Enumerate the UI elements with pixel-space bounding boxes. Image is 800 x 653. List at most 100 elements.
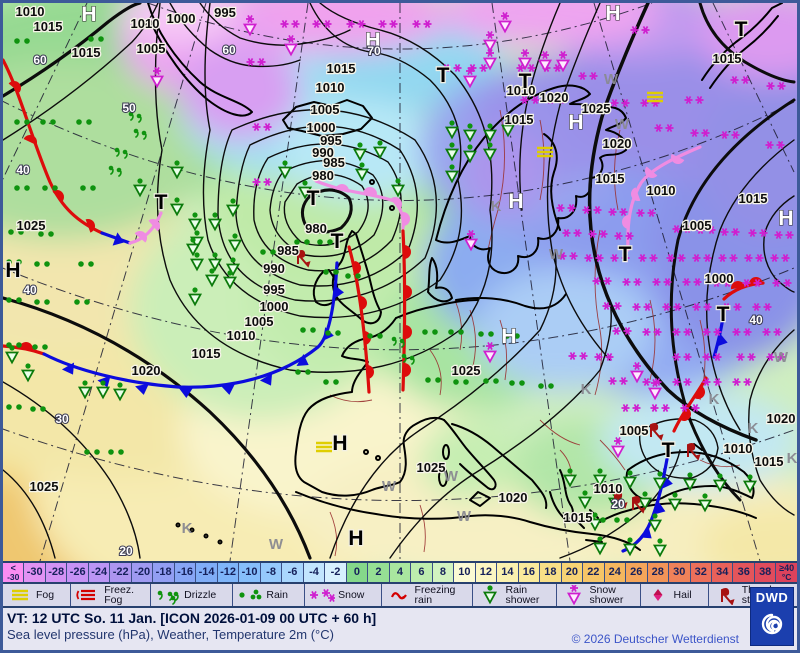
airmass-label-W: W bbox=[604, 71, 619, 88]
isobar-label: 995 bbox=[263, 282, 285, 297]
wx-symbol-rs bbox=[4, 345, 20, 365]
wx-symbol-r2 bbox=[483, 378, 499, 384]
isobar-label: 1005 bbox=[311, 102, 340, 117]
wx-symbol-sn bbox=[312, 19, 332, 29]
wx-symbol-sn bbox=[690, 128, 710, 138]
pressure-center-H: H bbox=[605, 3, 620, 25]
wx-symbol-th bbox=[632, 496, 646, 514]
graticule-label: 70 bbox=[367, 44, 381, 58]
wx-symbol-fg bbox=[647, 91, 663, 103]
legend-item-label: Freez. Fog bbox=[104, 583, 134, 606]
wx-symbol-sn bbox=[772, 278, 792, 288]
isobar-label: 1020 bbox=[603, 136, 632, 151]
isobar-label: 1010 bbox=[724, 441, 753, 456]
wx-symbol-rs bbox=[204, 268, 220, 288]
wx-symbol-sn bbox=[584, 253, 604, 263]
wx-symbol-rs bbox=[562, 468, 578, 488]
isobar-label: 1015 bbox=[713, 51, 742, 66]
isobar-label: 1010 bbox=[647, 183, 676, 198]
wx-symbol-r2 bbox=[325, 330, 341, 336]
wx-symbol-dz bbox=[128, 111, 142, 124]
isobar-label: 1005 bbox=[245, 314, 274, 329]
wx-symbol-sn bbox=[672, 352, 692, 362]
wx-symbol-rs bbox=[277, 160, 293, 180]
scale-cell: -2 bbox=[325, 563, 347, 582]
footer: VT: 12 UTC So. 11 Jan. [ICON 2026-01-09 … bbox=[3, 608, 797, 650]
wx-symbol-rs bbox=[112, 382, 128, 402]
scale-cell: -30 bbox=[24, 563, 46, 582]
wx-symbol-sn bbox=[744, 253, 764, 263]
wx-symbol-r2 bbox=[614, 517, 630, 523]
wx-symbol-sn bbox=[588, 229, 608, 239]
isobar-label: 1000 bbox=[260, 299, 289, 314]
isobar-label: 1000 bbox=[307, 120, 336, 135]
scale-cell: 0 bbox=[346, 563, 369, 582]
wx-symbol-r2 bbox=[40, 119, 56, 125]
wx-symbol-sn bbox=[766, 352, 786, 362]
wx-symbol-sn bbox=[442, 63, 462, 73]
wx-symbol-ss bbox=[482, 48, 498, 71]
wx-symbol-rs bbox=[207, 252, 223, 272]
wx-symbol-r2 bbox=[108, 449, 124, 455]
wx-symbol-sn bbox=[621, 403, 641, 413]
pressure-center-T: T bbox=[155, 191, 168, 214]
wx-symbol-sn bbox=[672, 224, 692, 234]
wx-symbol-sn bbox=[762, 327, 782, 337]
wx-symbol-ss bbox=[610, 436, 626, 459]
legend-item-fog: Fog bbox=[3, 584, 72, 606]
isobar-label: 1005 bbox=[683, 218, 712, 233]
scale-cell: 22 bbox=[583, 563, 605, 582]
isobar-label: 1025 bbox=[17, 218, 46, 233]
wx-symbol-sn bbox=[562, 228, 582, 238]
airmass-label-K: K bbox=[787, 450, 797, 467]
wx-symbol-r2 bbox=[78, 261, 94, 267]
fzfog-icon bbox=[76, 589, 96, 601]
wx-symbol-rs bbox=[185, 237, 201, 257]
wx-symbol-rs bbox=[462, 144, 478, 164]
airmass-label-K: K bbox=[491, 198, 502, 215]
wx-symbol-ss bbox=[482, 341, 498, 364]
wx-symbol-r2 bbox=[323, 269, 339, 275]
isobar-label: 980 bbox=[312, 168, 334, 183]
wx-symbol-r2 bbox=[14, 119, 30, 125]
wx-symbol-rs bbox=[187, 212, 203, 232]
wx-symbol-sn bbox=[732, 377, 752, 387]
wx-symbol-rs bbox=[225, 257, 241, 277]
wx-symbol-r2 bbox=[478, 331, 494, 337]
graticule-label: 60 bbox=[33, 53, 47, 67]
isobar-label: 1015 bbox=[505, 112, 534, 127]
graticule-label: 20 bbox=[611, 497, 625, 511]
wx-symbol-sn bbox=[730, 75, 750, 85]
scale-cell: -16 bbox=[174, 563, 197, 582]
wx-symbol-ss bbox=[462, 66, 478, 89]
isobar-label: 990 bbox=[263, 261, 285, 276]
pressure-center-T: T bbox=[307, 187, 320, 210]
wx-symbol-dz bbox=[114, 147, 128, 160]
isobar-label: 1020 bbox=[540, 90, 569, 105]
weather-symbol-legend: Fog Freez. Fog Drizzle Rain Snow Freezing rai… bbox=[3, 584, 797, 608]
wx-symbol-rs bbox=[95, 380, 111, 400]
wx-symbol-sn bbox=[692, 253, 712, 263]
wx-symbol-sn bbox=[654, 123, 674, 133]
pressure-center-T: T bbox=[519, 70, 532, 93]
wx-symbol-r2 bbox=[6, 259, 22, 265]
scale-cell: 10 bbox=[454, 563, 476, 582]
fzra-icon bbox=[390, 592, 407, 600]
scale-cell: 24 bbox=[604, 563, 627, 582]
scale-cell: -18 bbox=[153, 563, 175, 582]
isobar-label: 1025 bbox=[582, 101, 611, 116]
isobar-label: 985 bbox=[277, 243, 299, 258]
pressure-center-H: H bbox=[778, 207, 793, 230]
legend-item-hail: Hail bbox=[641, 584, 709, 606]
isobar-label: 1010 bbox=[227, 328, 256, 343]
scale-cell: 12 bbox=[475, 563, 498, 582]
legend-item-rain-shower: Rain shower bbox=[473, 584, 557, 606]
scale-cell: 6 bbox=[411, 563, 433, 582]
wx-symbol-sn bbox=[684, 95, 704, 105]
th-icon bbox=[720, 588, 735, 605]
scale-cell: 26 bbox=[626, 563, 648, 582]
wx-symbol-rs bbox=[222, 270, 238, 290]
dwd-logo-text: DWD bbox=[755, 590, 789, 605]
